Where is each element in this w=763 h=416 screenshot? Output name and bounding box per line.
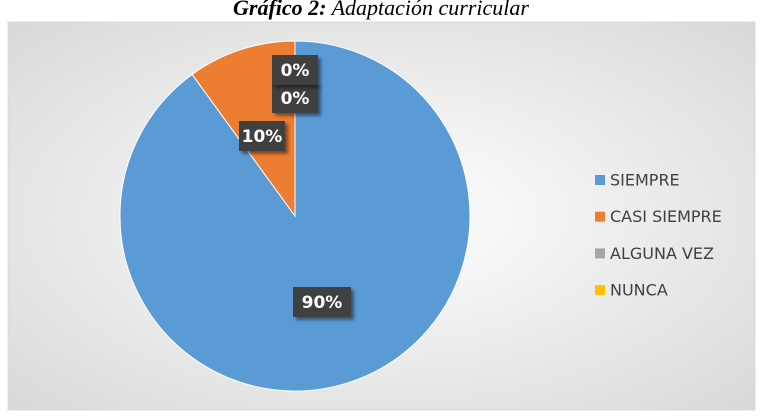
legend-swatch: [595, 248, 605, 259]
label-box: [293, 287, 351, 317]
legend-swatch: [595, 175, 605, 185]
data-labels: 90% 10% 0% 0%: [239, 55, 351, 317]
legend-swatch: [595, 211, 605, 222]
data-label: 0%: [281, 89, 310, 109]
data-label: 10%: [242, 127, 283, 147]
legend-label: CASI SIEMPRE: [610, 207, 722, 226]
legend-label: NUNCA: [610, 281, 668, 300]
label-box: [239, 121, 285, 151]
title-prefix: Gráfico 2:: [233, 0, 326, 20]
legend-label: ALGUNA VEZ: [610, 244, 714, 263]
legend: SIEMPRE CASI SIEMPRE ALGUNA VEZ NUNCA: [595, 171, 722, 300]
chart-title: Gráfico 2: Adaptación curricular: [233, 0, 529, 20]
legend-swatch: [595, 285, 605, 296]
title-text: Adaptación curricular: [330, 0, 530, 20]
legend-label: SIEMPRE: [610, 171, 680, 190]
label-box: [272, 55, 318, 85]
data-label: 90%: [302, 293, 343, 313]
label-box: [272, 83, 318, 113]
data-label: 0%: [281, 61, 310, 81]
